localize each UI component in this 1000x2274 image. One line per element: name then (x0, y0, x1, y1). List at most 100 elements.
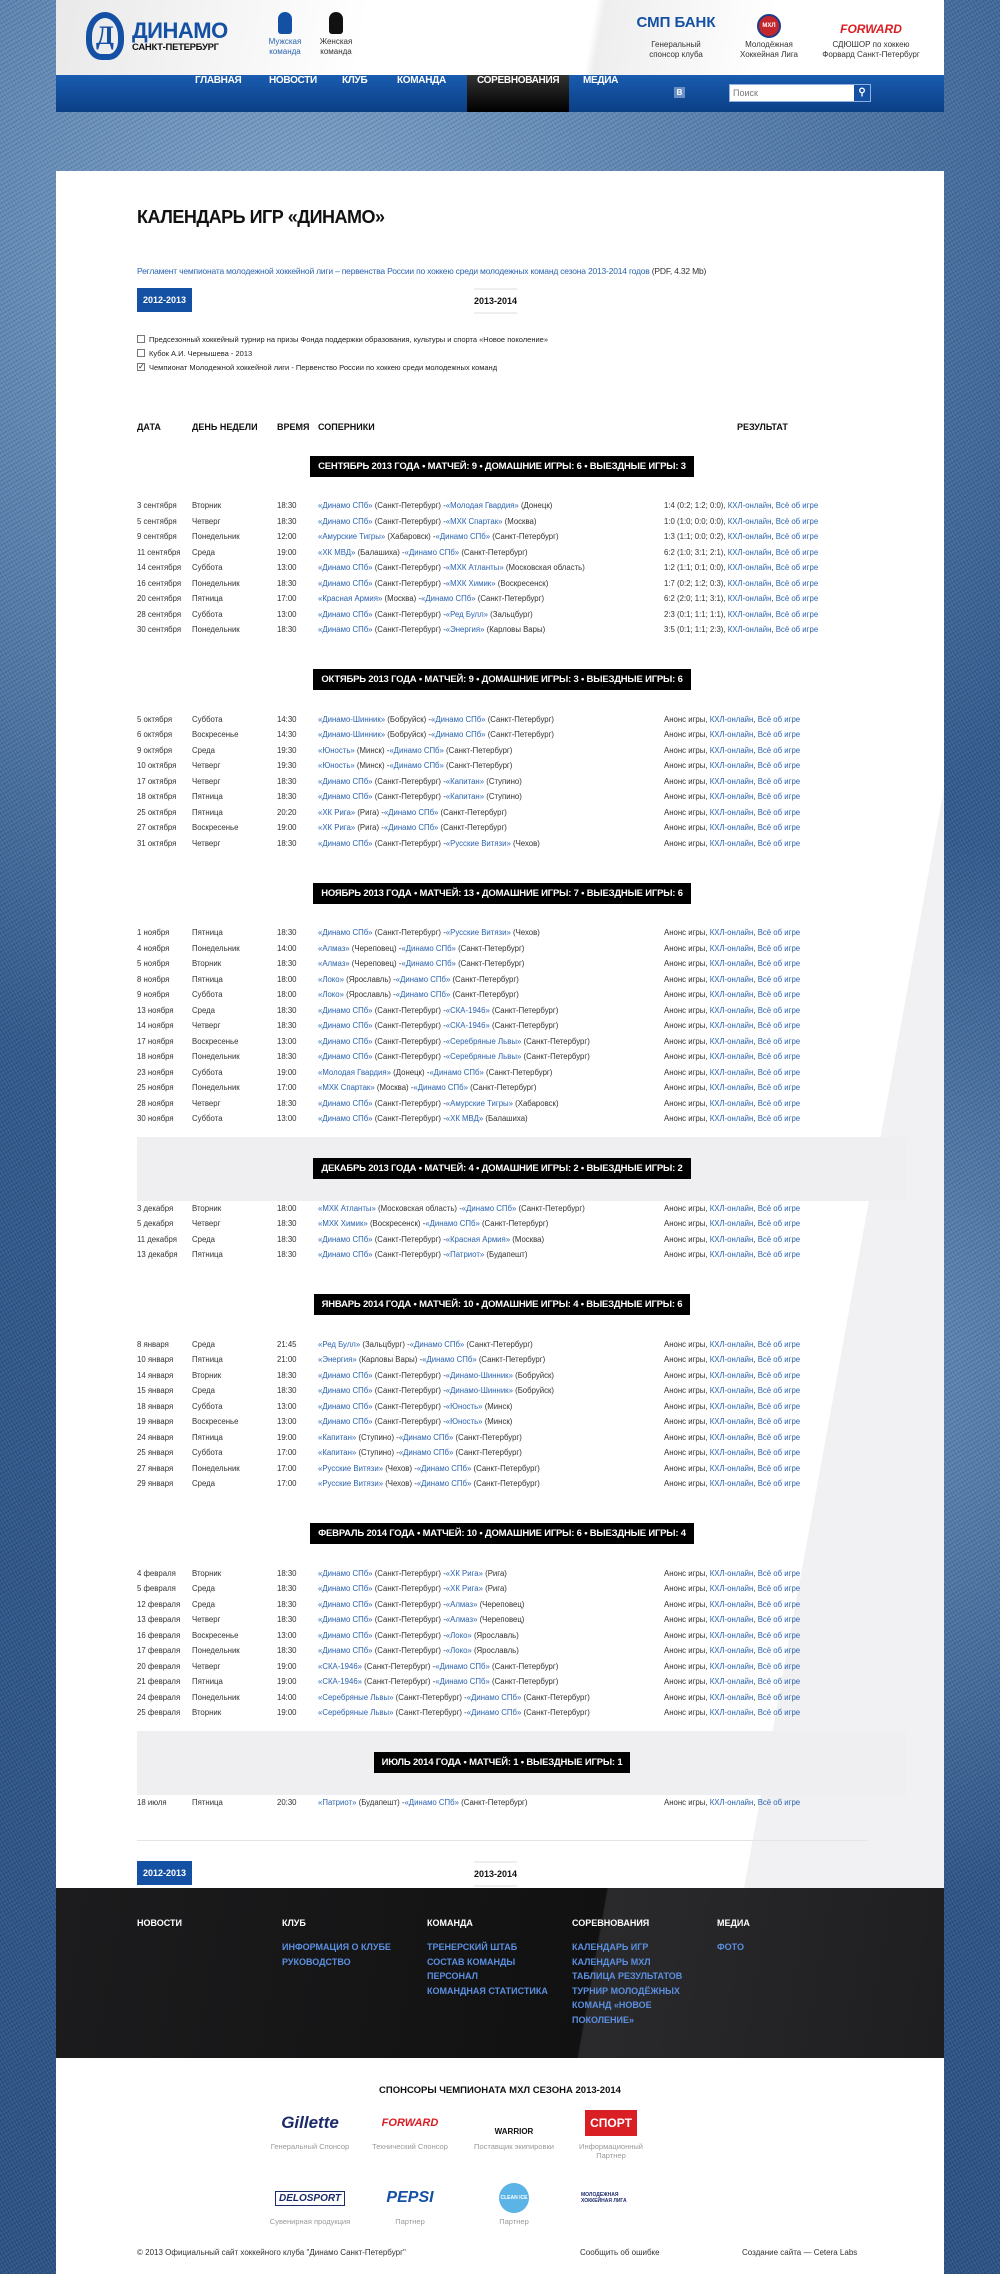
game-details-link[interactable]: Всё об игре (775, 594, 819, 603)
home-team-link[interactable]: «Динамо СПб» (318, 609, 373, 619)
away-team-link[interactable]: «Локо» (445, 1646, 472, 1655)
home-team-link[interactable]: «Алмаз» (318, 959, 350, 968)
home-team-link[interactable]: «Локо» (318, 974, 344, 984)
away-team-link[interactable]: «Динамо СПб» (435, 1677, 490, 1686)
home-team-link[interactable]: «Динамо СПб» (318, 1568, 373, 1578)
khl-online-link[interactable]: КХЛ-онлайн (709, 1098, 754, 1108)
khl-online-link[interactable]: КХЛ-онлайн (709, 1630, 754, 1640)
game-details-link[interactable]: Всё об игре (757, 1646, 801, 1655)
sponsor-item[interactable]: WARRIOR Поставщик экипировки (469, 2108, 559, 2151)
mhl-link[interactable]: МХЛ Молодёжная Хоккейная Лига (739, 14, 799, 60)
footer-link[interactable]: РУКОВОДСТВО (282, 1956, 351, 1967)
home-team-link[interactable]: «Динамо СПб» (318, 1234, 373, 1244)
away-team-link[interactable]: «Динамо СПб» (404, 547, 460, 557)
regulation-link[interactable]: Регламент чемпионата молодежной хоккейно… (137, 266, 650, 276)
home-team-link[interactable]: «Динамо СПб» (318, 1401, 373, 1411)
home-team-link[interactable]: «Локо» (318, 990, 344, 999)
khl-online-link[interactable]: КХЛ-онлайн (709, 974, 754, 984)
away-team-link[interactable]: «Динамо СПб» (431, 714, 486, 724)
home-team-link[interactable]: «Динамо-Шинник» (318, 714, 386, 724)
game-details-link[interactable]: Всё об игре (757, 1386, 801, 1395)
home-team-link[interactable]: «Ред Булл» (318, 1339, 361, 1349)
credits-link[interactable]: Создание сайта — Cetera Labs (742, 2248, 858, 2257)
khl-online-link[interactable]: КХЛ-онлайн (709, 1203, 754, 1213)
khl-online-link[interactable]: КХЛ-онлайн (727, 609, 772, 619)
khl-online-link[interactable]: КХЛ-онлайн (727, 516, 772, 526)
home-team-link[interactable]: «СКА-1946» (318, 1661, 362, 1671)
game-details-link[interactable]: Всё об игре (757, 1370, 801, 1380)
game-details-link[interactable]: Всё об игре (757, 1052, 801, 1061)
season-tab-2012-2013-bottom[interactable]: 2012-2013 (137, 1861, 193, 1885)
home-team-link[interactable]: «Динамо СПб» (318, 1630, 373, 1640)
away-team-link[interactable]: «Динамо СПб» (404, 1797, 459, 1807)
game-details-link[interactable]: Всё об игре (757, 1463, 801, 1473)
footer-heading[interactable]: НОВОСТИ (137, 1918, 183, 1928)
home-team-link[interactable]: «Патриот» (318, 1797, 357, 1807)
nav-competitions[interactable]: СОРЕВНОВАНИЯ (467, 75, 570, 112)
home-team-link[interactable]: «Динамо СПб» (318, 1615, 373, 1624)
game-details-link[interactable]: Всё об игре (757, 990, 801, 999)
game-details-link[interactable]: Всё об игре (757, 1036, 801, 1046)
game-details-link[interactable]: Всё об игре (757, 1417, 801, 1426)
game-details-link[interactable]: Всё об игре (757, 1677, 801, 1686)
home-team-link[interactable]: «Динамо СПб» (318, 1386, 373, 1395)
khl-online-link[interactable]: КХЛ-онлайн (727, 532, 772, 541)
away-team-link[interactable]: «Алмаз» (445, 1599, 478, 1609)
khl-online-link[interactable]: КХЛ-онлайн (709, 792, 754, 801)
away-team-link[interactable]: «МХК Спартак» (445, 516, 503, 526)
home-team-link[interactable]: «ХК МВД» (318, 547, 356, 557)
game-details-link[interactable]: Всё об игре (757, 1203, 801, 1213)
khl-online-link[interactable]: КХЛ-онлайн (709, 1584, 754, 1593)
away-team-link[interactable]: «Динамо СПб» (461, 1203, 517, 1213)
away-team-link[interactable]: «Динамо СПб» (401, 959, 456, 968)
club-logo[interactable]: Д ДИНАМО САНКТ-ПЕТЕРБУРГ (86, 12, 228, 60)
game-details-link[interactable]: Всё об игре (757, 730, 801, 739)
home-team-link[interactable]: «Динамо СПб» (318, 1250, 373, 1259)
khl-online-link[interactable]: КХЛ-онлайн (709, 1219, 754, 1228)
khl-online-link[interactable]: КХЛ-онлайн (709, 1234, 754, 1244)
sponsor-item[interactable]: МОЛОДЕЖНАЯ ХОККЕЙНАЯ ЛИГА (566, 2183, 656, 2217)
filter-chernyshev-cup[interactable]: Кубок А.И. Чернышева - 2013 (137, 346, 867, 360)
away-team-link[interactable]: «МХК Атланты» (445, 563, 504, 572)
game-details-link[interactable]: Всё об игре (757, 1708, 801, 1717)
game-details-link[interactable]: Всё об игре (757, 714, 801, 724)
game-details-link[interactable]: Всё об игре (757, 838, 801, 848)
home-team-link[interactable]: «Динамо СПб» (318, 1052, 373, 1061)
home-team-link[interactable]: «Динамо СПб» (318, 1021, 373, 1030)
away-team-link[interactable]: «Локо» (445, 1630, 472, 1640)
home-team-link[interactable]: «Динамо СПб» (318, 928, 373, 937)
game-details-link[interactable]: Всё об игре (757, 1692, 801, 1702)
khl-online-link[interactable]: КХЛ-онлайн (709, 1448, 754, 1457)
away-team-link[interactable]: «СКА-1946» (445, 1005, 490, 1015)
khl-online-link[interactable]: КХЛ-онлайн (727, 501, 772, 510)
home-team-link[interactable]: «Энергия» (318, 1355, 357, 1364)
report-error-link[interactable]: Сообщить об ошибке (580, 2248, 660, 2257)
khl-online-link[interactable]: КХЛ-онлайн (709, 1463, 754, 1473)
footer-heading[interactable]: МЕДИА (717, 1918, 750, 1928)
khl-online-link[interactable]: КХЛ-онлайн (709, 838, 754, 848)
search-icon[interactable]: ⚲ (854, 85, 870, 101)
game-details-link[interactable]: Всё об игре (757, 959, 801, 968)
footer-link[interactable]: СОСТАВ КОМАНДЫ (427, 1956, 516, 1967)
home-team-link[interactable]: «Юность» (318, 745, 355, 755)
game-details-link[interactable]: Всё об игре (757, 1630, 801, 1640)
khl-online-link[interactable]: КХЛ-онлайн (709, 943, 754, 953)
khl-online-link[interactable]: КХЛ-онлайн (709, 807, 754, 817)
home-team-link[interactable]: «МХК Химик» (318, 1219, 368, 1228)
game-details-link[interactable]: Всё об игре (757, 1584, 801, 1593)
khl-online-link[interactable]: КХЛ-онлайн (709, 1021, 754, 1030)
nav-club[interactable]: КЛУБ (342, 75, 368, 86)
away-team-link[interactable]: «Ред Булл» (445, 609, 488, 619)
away-team-link[interactable]: «Юность» (445, 1401, 483, 1411)
womens-team-link[interactable]: Женская команда (313, 12, 359, 57)
game-details-link[interactable]: Всё об игре (757, 1083, 801, 1092)
away-team-link[interactable]: «Амурские Тигры» (445, 1098, 513, 1108)
khl-online-link[interactable]: КХЛ-онлайн (709, 1479, 754, 1488)
game-details-link[interactable]: Всё об игре (757, 1615, 801, 1624)
checkbox[interactable] (137, 349, 145, 357)
game-details-link[interactable]: Всё об игре (757, 1339, 801, 1349)
nav-team[interactable]: КОМАНДА (397, 75, 446, 86)
away-team-link[interactable]: «Динамо СПб» (395, 990, 451, 999)
khl-online-link[interactable]: КХЛ-онлайн (709, 1052, 754, 1061)
game-details-link[interactable]: Всё об игре (757, 745, 801, 755)
